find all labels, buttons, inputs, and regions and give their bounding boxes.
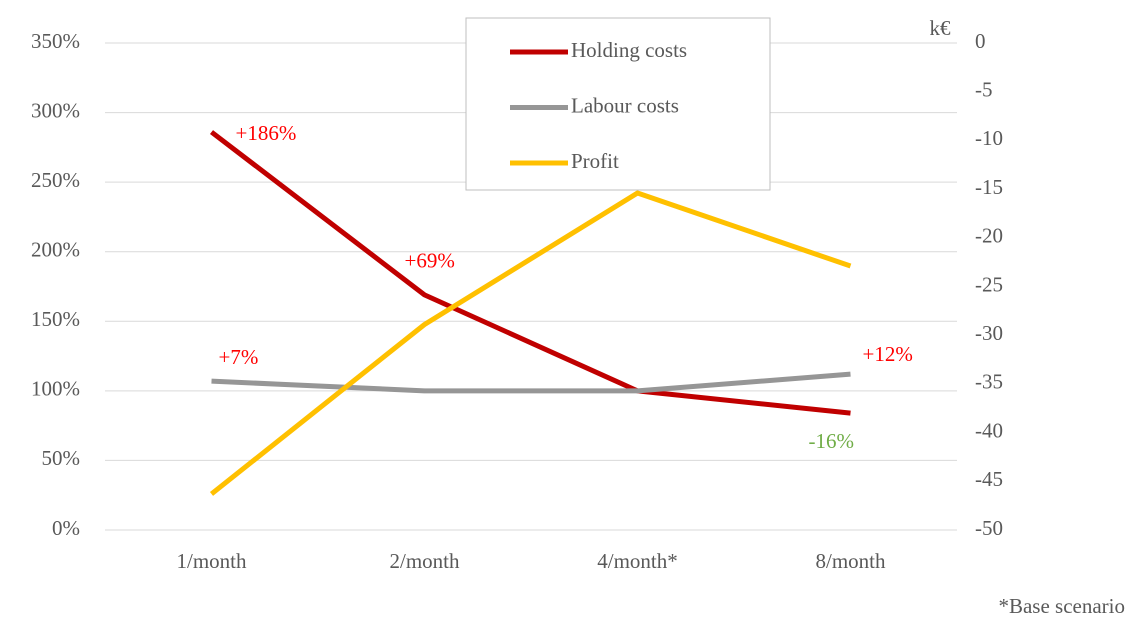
x-tick-label: 4/month* (597, 549, 678, 573)
y2-tick-label: -35 (975, 370, 1003, 394)
data-label: -16% (809, 429, 855, 453)
y-tick-label: 0% (52, 516, 80, 540)
y2-tick-label: -20 (975, 224, 1003, 248)
data-label: +69% (405, 249, 455, 273)
y2-tick-label: -50 (975, 516, 1003, 540)
x-tick-label: 8/month (815, 549, 886, 573)
data-label: +12% (863, 342, 913, 366)
y2-tick-label: 0 (975, 29, 986, 53)
y-tick-label: 200% (31, 238, 80, 262)
y2-tick-label: -45 (975, 467, 1003, 491)
x-tick-label: 1/month (176, 549, 247, 573)
y2-tick-label: -25 (975, 272, 1003, 296)
series-line (211, 371, 851, 394)
y-tick-label: 50% (42, 446, 81, 470)
y2-tick-label: -40 (975, 418, 1003, 442)
legend-label: Profit (571, 149, 619, 173)
data-label: +7% (219, 345, 259, 369)
y-tick-label: 350% (31, 29, 80, 53)
footnote: *Base scenario (998, 594, 1125, 618)
y-tick-label: 300% (31, 98, 80, 122)
y-tick-label: 250% (31, 168, 80, 192)
y-tick-label: 100% (31, 377, 80, 401)
y2-tick-label: -30 (975, 321, 1003, 345)
y-tick-label: 150% (31, 307, 80, 331)
y2-tick-label: -10 (975, 126, 1003, 150)
y2-tick-label: -15 (975, 175, 1003, 199)
data-label: +186% (236, 121, 297, 145)
series-line (209, 130, 851, 416)
y2-axis-label: k€ (930, 16, 952, 40)
legend-label: Holding costs (571, 38, 687, 62)
legend-label: Labour costs (571, 93, 679, 117)
y2-tick-label: -5 (975, 78, 993, 102)
x-tick-label: 2/month (389, 549, 460, 573)
series-line (209, 190, 852, 496)
